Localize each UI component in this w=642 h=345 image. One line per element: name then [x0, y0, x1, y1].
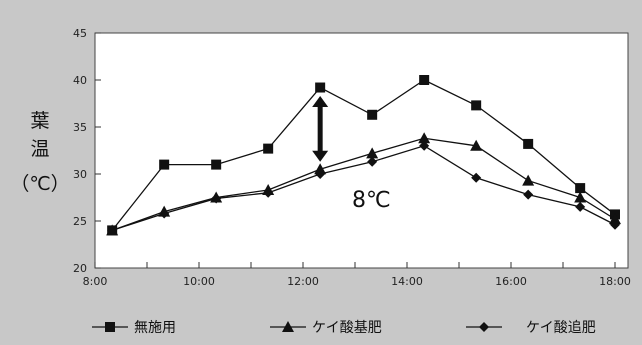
annotation-arrow-head-up	[312, 95, 329, 107]
data-point-triangle	[609, 213, 621, 225]
data-point-square	[419, 75, 430, 85]
y-tick-label: 45	[73, 27, 87, 40]
legend-marker-diamond	[479, 322, 489, 332]
plot-area	[94, 32, 629, 269]
data-point-square	[575, 183, 586, 194]
x-tick-label: 14:00	[391, 275, 423, 288]
legend-label: ケイ酸追肥	[526, 320, 596, 336]
data-point-triangle	[418, 132, 431, 144]
data-point-diamond	[471, 172, 482, 183]
data-point-diamond	[159, 208, 170, 219]
annotation-arrow-head-down	[312, 150, 329, 162]
data-point-square	[315, 82, 326, 93]
x-tick-label: 10:00	[183, 275, 215, 288]
data-point-square	[523, 138, 534, 149]
data-point-diamond	[419, 140, 430, 151]
legend-label: 無施用	[134, 320, 176, 336]
legend-label: ケイ酸基肥	[312, 319, 382, 336]
y-axis-label: （℃）	[10, 173, 69, 195]
data-point-square	[211, 159, 222, 170]
data-point-diamond	[523, 189, 534, 200]
x-tick-label: 18:00	[599, 275, 631, 288]
legend-marker-square	[105, 322, 115, 332]
data-point-triangle	[470, 139, 483, 151]
y-tick-label: 35	[73, 121, 87, 134]
data-point-triangle	[522, 174, 535, 186]
data-point-triangle	[366, 147, 379, 159]
legend-marker-triangle	[282, 321, 294, 332]
data-point-diamond	[575, 201, 586, 212]
data-point-diamond	[107, 225, 118, 236]
y-tick-label: 30	[73, 168, 87, 181]
data-point-square	[263, 143, 274, 154]
y-tick-label: 40	[73, 74, 87, 87]
data-point-diamond	[211, 193, 222, 204]
x-tick-label: 8:00	[83, 275, 108, 288]
data-point-diamond	[263, 187, 274, 198]
data-point-diamond	[610, 219, 620, 230]
x-tick-label: 12:00	[287, 275, 319, 288]
data-point-diamond	[315, 169, 326, 179]
annotation-label: 8℃	[352, 188, 391, 213]
data-point-triangle	[574, 191, 587, 203]
data-point-square	[471, 100, 482, 111]
y-tick-label: 25	[73, 215, 87, 228]
data-point-square	[367, 109, 378, 120]
x-tick-label: 16:00	[495, 275, 527, 288]
y-axis-label: 温	[30, 138, 49, 160]
data-point-triangle	[314, 163, 327, 175]
data-point-square	[159, 159, 170, 170]
y-axis-label: 葉	[30, 110, 49, 132]
y-tick-label: 20	[73, 262, 87, 275]
data-point-diamond	[367, 156, 378, 167]
